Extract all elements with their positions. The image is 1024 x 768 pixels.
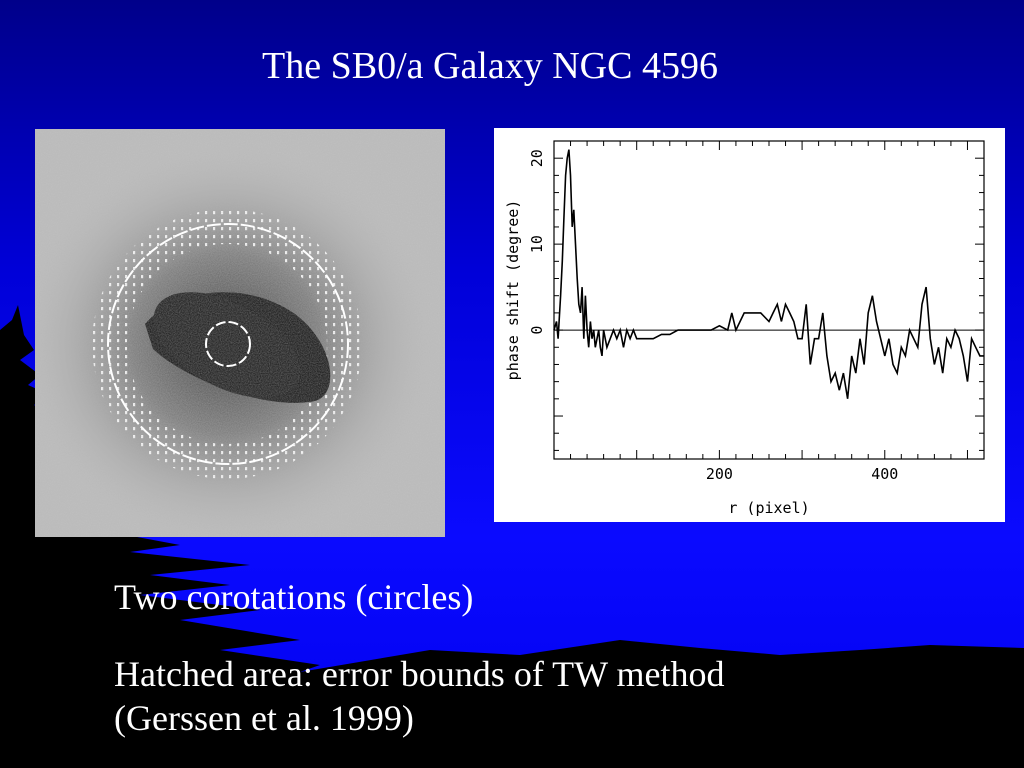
outer-corotation-circle xyxy=(107,223,349,465)
bullet-hatched-line2: (Gerssen et al. 1999) xyxy=(114,698,414,738)
y-tick-label: 20 xyxy=(528,149,546,167)
bullet-hatched-area: Hatched area: error bounds of TW method … xyxy=(114,652,724,740)
y-tick-label: 10 xyxy=(528,235,546,253)
x-tick-label: 400 xyxy=(871,465,898,483)
phase-shift-chart: 200 400 0 10 20 r (pixel) phase shift (degre… xyxy=(494,128,1005,522)
bullet-corotations: Two corotations (circles) xyxy=(114,577,474,617)
inner-corotation-circle xyxy=(205,321,251,367)
x-axis-label: r (pixel) xyxy=(728,499,809,517)
galaxy-image xyxy=(35,129,445,537)
slide-title: The SB0/a Galaxy NGC 4596 xyxy=(262,45,718,87)
plot-frame xyxy=(553,140,985,460)
series-line xyxy=(553,149,984,399)
bullet-hatched-line1: Hatched area: error bounds of TW method xyxy=(114,654,725,694)
x-tick-label: 200 xyxy=(706,465,733,483)
y-tick-label: 0 xyxy=(528,326,546,335)
y-axis-label: phase shift (degree) xyxy=(504,200,522,381)
